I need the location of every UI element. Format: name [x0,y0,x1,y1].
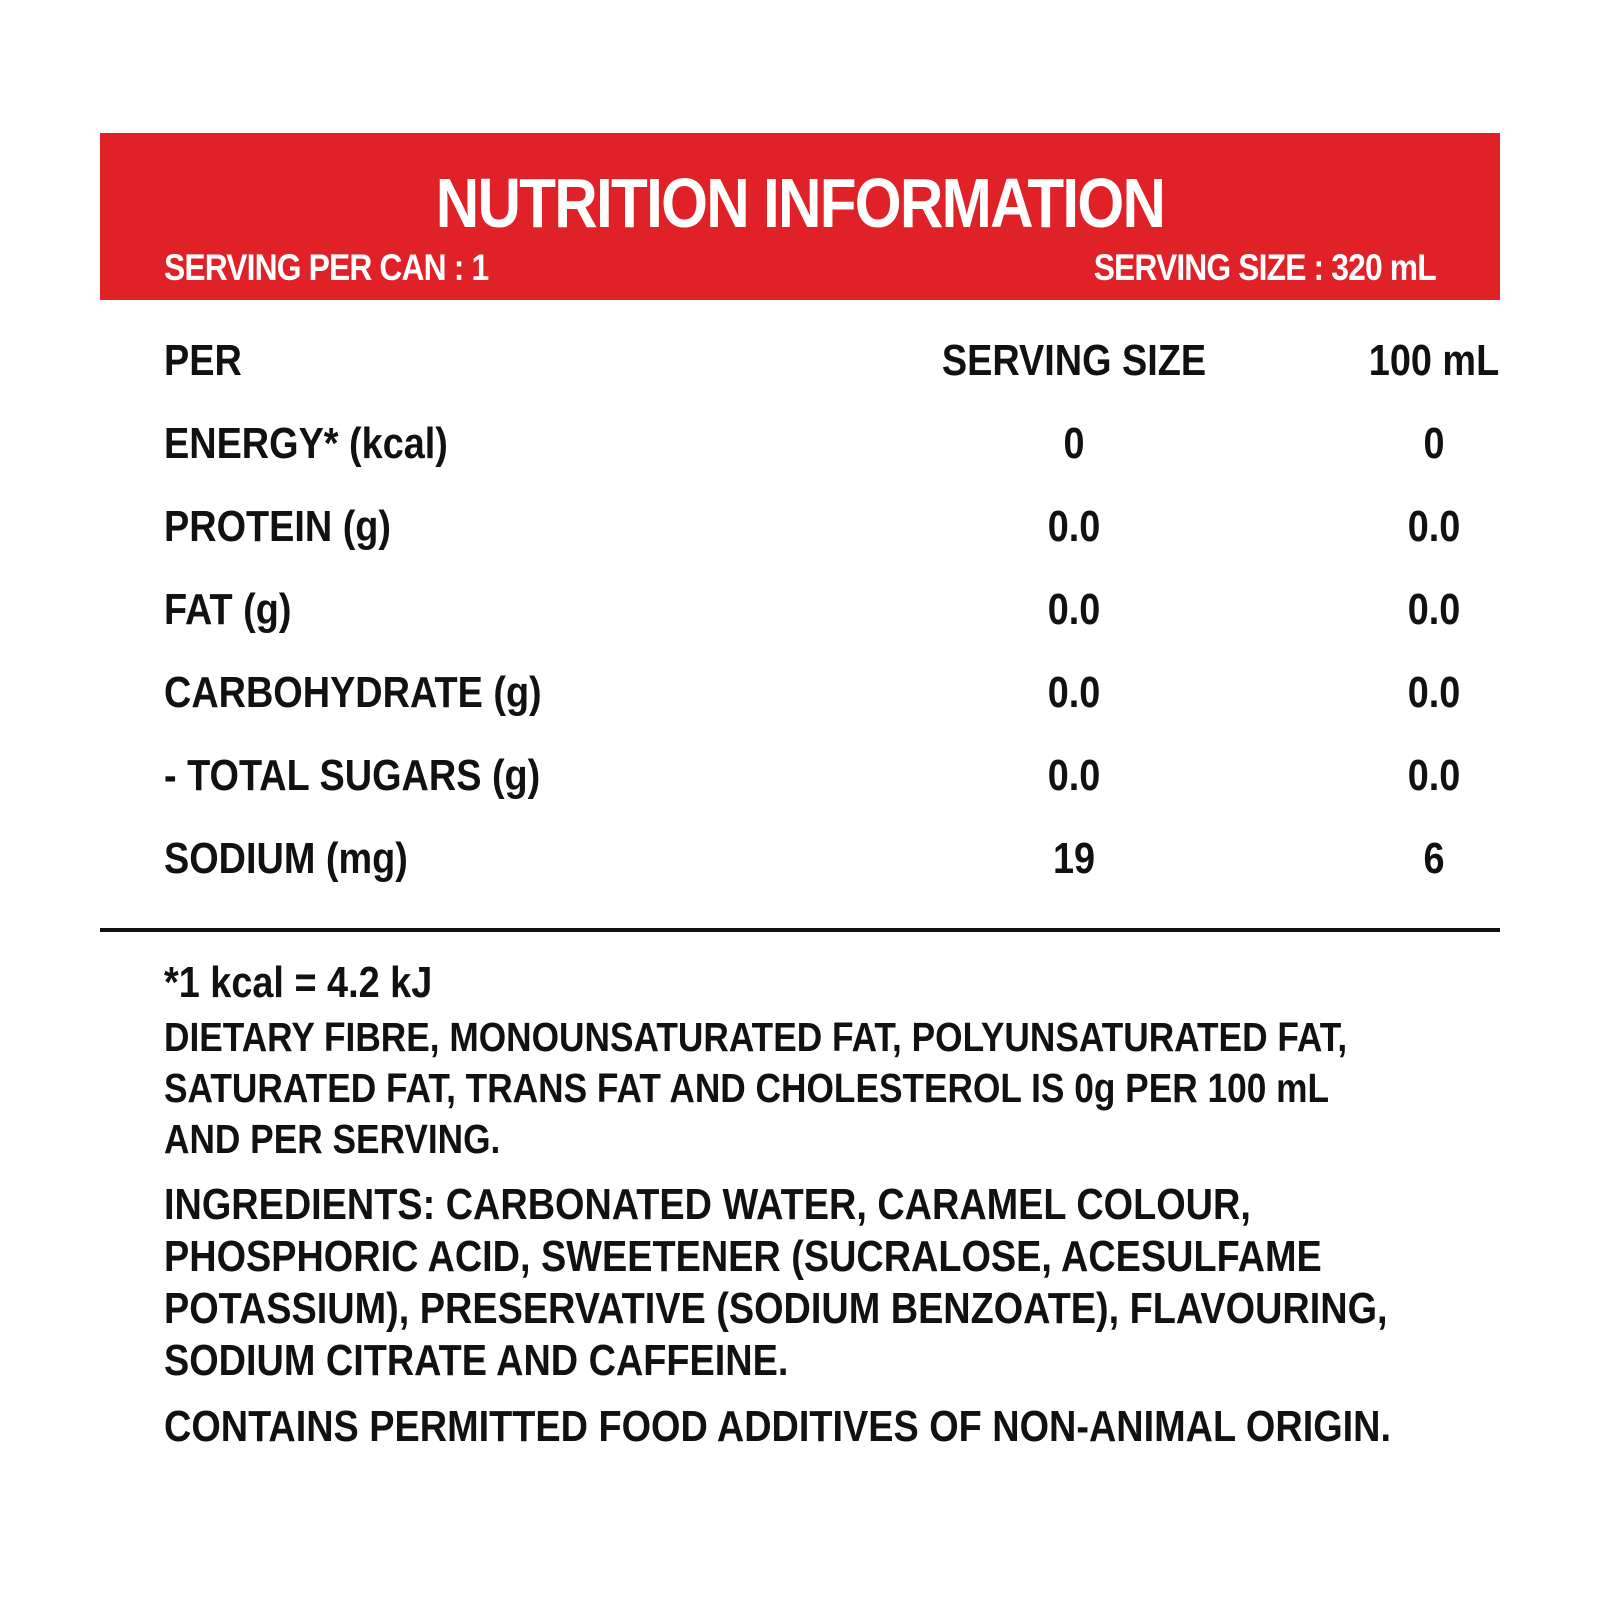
per-100ml-value: 0.0 [1407,751,1461,800]
per-100ml-value: 6 [1423,834,1445,883]
header-100ml: 100 mL [1368,336,1500,385]
row-label: - TOTAL SUGARS (g) [164,751,541,800]
per-100ml-value: 0 [1423,419,1445,468]
serving-size: SERVING SIZE : 320 mL [1093,247,1437,288]
zero-nutrients-note: DIETARY FIBRE, MONOUNSATURATED FAT, POLY… [164,1014,1348,1162]
servings-per-can: SERVING PER CAN : 1 [164,247,489,288]
per-serving-value: 0 [1063,419,1085,468]
section-divider [100,928,1500,932]
row-label: SODIUM (mg) [164,834,408,883]
per-serving-value: 0.0 [1047,502,1101,551]
header-per: PER [164,336,242,385]
ingredients-list: INGREDIENTS: CARBONATED WATER, CARAMEL C… [164,1180,1388,1385]
table-row-carbohydrate: CARBOHYDRATE (g) 0.0 0.0 [164,662,1460,745]
per-serving-value: 0.0 [1047,751,1101,800]
per-serving-value: 19 [1052,834,1096,883]
label-notes: *1 kcal = 4.2 kJ DIETARY FIBRE, MONOUNSA… [164,958,1464,1453]
header-serving-size: SERVING SIZE [941,336,1207,385]
table-row-sodium: SODIUM (mg) 19 6 [164,828,1445,911]
per-100ml-value: 0.0 [1407,668,1461,717]
per-100ml-value: 0.0 [1407,585,1461,634]
table-row-energy: ENERGY* (kcal) 0 0 [164,413,1445,496]
label-title: NUTRITION INFORMATION [435,164,1166,242]
table-row-total-sugars: - TOTAL SUGARS (g) 0.0 0.0 [164,745,1460,828]
per-100ml-value: 0.0 [1407,502,1461,551]
nutrition-table: PER SERVING SIZE 100 mL ENERGY* (kcal) 0… [164,330,1499,911]
per-serving-value: 0.0 [1047,668,1101,717]
row-label: CARBOHYDRATE (g) [164,668,542,717]
kcal-conversion-note: *1 kcal = 4.2 kJ [164,958,433,1007]
table-row-fat: FAT (g) 0.0 0.0 [164,579,1460,662]
table-row-protein: PROTEIN (g) 0.0 0.0 [164,496,1460,579]
nutrition-header-banner: NUTRITION INFORMATION SERVING PER CAN : … [100,133,1500,300]
table-header-row: PER SERVING SIZE 100 mL [164,330,1499,413]
additives-statement: CONTAINS PERMITTED FOOD ADDITIVES OF NON… [164,1402,1391,1451]
row-label: FAT (g) [164,585,292,634]
row-label: PROTEIN (g) [164,502,392,551]
per-serving-value: 0.0 [1047,585,1101,634]
row-label: ENERGY* (kcal) [164,419,448,468]
